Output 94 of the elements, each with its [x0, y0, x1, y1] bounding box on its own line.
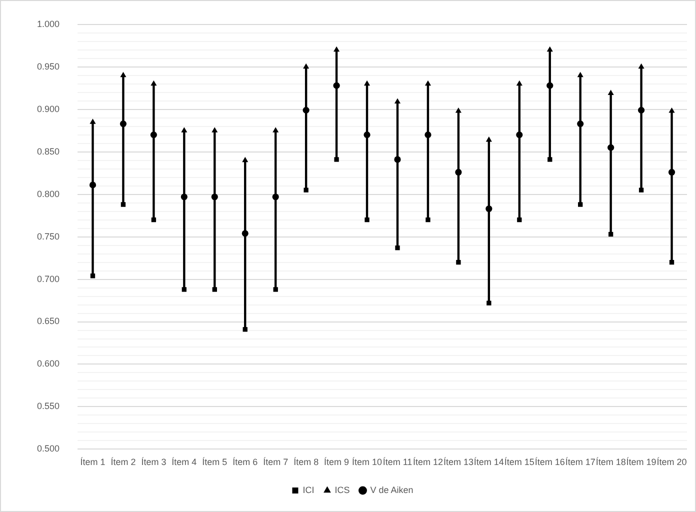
x-tick-label: Ítem 2 [110, 457, 136, 468]
point [577, 72, 584, 78]
point [608, 144, 614, 151]
point [181, 127, 188, 132]
point [364, 132, 370, 138]
point [90, 118, 96, 124]
point [577, 120, 584, 128]
point [151, 217, 156, 222]
point [638, 106, 645, 114]
x-tick-label: Ítem 1 [80, 457, 106, 468]
point [546, 82, 554, 89]
point [334, 46, 340, 52]
x-tick-label: Ítem 16 [534, 457, 565, 468]
point [668, 168, 676, 176]
x-tick-label: Ítem 3 [141, 457, 166, 468]
point [578, 202, 583, 207]
y-tick-label: 0.750 [36, 231, 60, 242]
x-tick-label: Ítem 12 [412, 457, 443, 468]
point [608, 90, 614, 95]
point [120, 72, 126, 78]
point [333, 82, 340, 89]
y-tick-label: 0.600 [36, 358, 60, 369]
point [180, 194, 188, 200]
legend-label: ICI [302, 484, 314, 495]
point [242, 327, 248, 332]
point [424, 132, 432, 138]
point [242, 156, 248, 162]
point [150, 80, 157, 86]
legend-label: ICS [334, 484, 350, 495]
point [486, 205, 492, 212]
y-tick-label: 0.800 [36, 188, 60, 199]
x-tick-label: Ítem 7 [263, 457, 288, 468]
point [90, 274, 96, 278]
point [486, 136, 492, 142]
y-tick-label: 0.650 [36, 316, 60, 326]
y-tick-label: 0.850 [36, 146, 60, 156]
x-tick-label: Ítem 11 [382, 457, 412, 468]
point [211, 194, 218, 200]
point [273, 287, 278, 292]
point [548, 157, 552, 162]
x-tick-label: Ítem 4 [172, 457, 197, 468]
point [364, 80, 370, 86]
point [424, 80, 432, 86]
point [242, 230, 248, 237]
point [150, 132, 158, 138]
point [182, 287, 187, 292]
point [668, 108, 675, 113]
x-tick-label: Ítem 17 [565, 457, 596, 468]
y-tick-label: 0.550 [36, 401, 60, 412]
point [302, 106, 310, 114]
x-tick-label: Ítem 13 [443, 457, 474, 468]
x-tick-label: Ítem 5 [202, 457, 228, 468]
y-tick-label: 0.900 [36, 104, 60, 114]
point [272, 194, 279, 200]
x-tick-label: Ítem 6 [232, 457, 258, 468]
point [120, 202, 126, 207]
point [394, 156, 401, 163]
point [89, 182, 96, 188]
point [426, 217, 430, 222]
point [455, 168, 462, 176]
point [638, 63, 644, 69]
point [608, 232, 614, 237]
x-tick-label: Ítem 9 [324, 457, 350, 468]
point [120, 120, 127, 128]
x-tick-label: Ítem 20 [656, 457, 687, 468]
x-tick-label: Ítem 19 [626, 457, 656, 468]
point [546, 46, 553, 52]
point [516, 80, 522, 86]
y-tick-label: 0.700 [36, 274, 60, 284]
point [303, 63, 310, 69]
point [334, 157, 339, 162]
x-tick-label: Ítem 18 [596, 457, 626, 468]
point [394, 98, 401, 104]
point [304, 188, 308, 192]
point [517, 217, 522, 222]
y-tick-label: 0.950 [36, 61, 60, 72]
point [516, 132, 523, 138]
point [395, 246, 400, 250]
point [456, 260, 461, 265]
x-tick-label: Ítem 15 [504, 457, 534, 468]
point [669, 260, 674, 265]
point [455, 108, 462, 113]
point [486, 300, 492, 306]
x-tick-label: Ítem 8 [294, 457, 319, 468]
legend-label: V de Aiken [370, 484, 414, 495]
point [364, 217, 370, 222]
point [212, 287, 217, 292]
point [272, 127, 279, 132]
y-tick-label: 0.500 [36, 444, 60, 454]
x-tick-label: Ítem 14 [474, 457, 504, 468]
point [638, 188, 644, 192]
point [212, 127, 218, 132]
x-tick-label: Ítem 10 [352, 457, 382, 468]
y-tick-label: 1.000 [36, 18, 60, 29]
